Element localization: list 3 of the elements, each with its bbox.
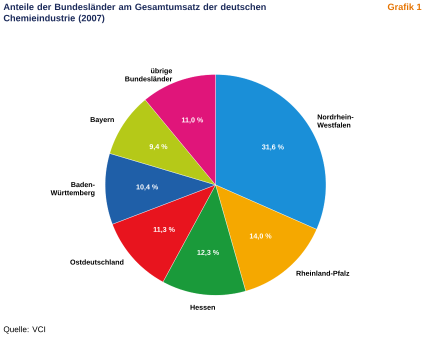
text: Grafik 1	[388, 3, 422, 10]
source-note: Quelle: VCI	[4, 326, 46, 334]
chart-title: Anteile der Bundesländer am Gesamtumsatz der deutschen Chemieindustrie (2007)	[4, 3, 266, 24]
